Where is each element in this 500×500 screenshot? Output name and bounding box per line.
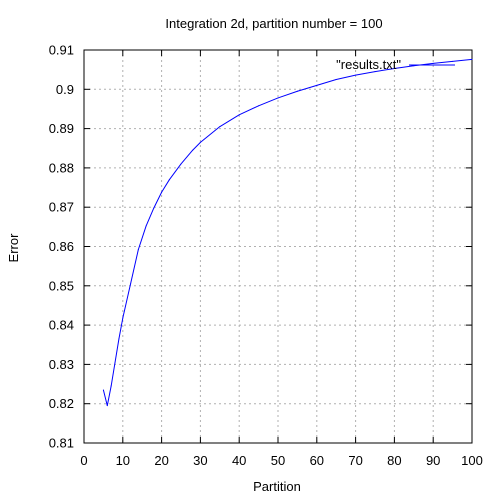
y-tick-label: 0.83 — [49, 357, 74, 372]
data-point — [146, 226, 147, 227]
grid — [84, 50, 472, 443]
data-point — [118, 338, 119, 339]
y-tick-label: 0.87 — [49, 200, 74, 215]
data-point — [258, 105, 259, 106]
data-point — [111, 386, 112, 387]
data-point — [200, 142, 201, 143]
y-axis-title: Error — [6, 233, 21, 263]
x-tick-label: 30 — [193, 453, 207, 468]
data-point — [192, 150, 193, 151]
data-point — [181, 163, 182, 164]
data-point — [103, 389, 104, 390]
x-tick-label: 60 — [310, 453, 324, 468]
x-tick-label: 70 — [348, 453, 362, 468]
y-tick-label: 0.85 — [49, 278, 74, 293]
x-tick-label: 20 — [154, 453, 168, 468]
y-tick-label: 0.82 — [49, 396, 74, 411]
y-tick-label: 0.81 — [49, 436, 74, 451]
data-point — [122, 318, 123, 319]
data-point — [355, 75, 356, 76]
data-point — [130, 283, 131, 284]
data-point — [115, 362, 116, 363]
data-point — [278, 97, 279, 98]
series-layer — [103, 59, 473, 406]
y-tick-label: 0.89 — [49, 121, 74, 136]
data-point — [219, 126, 220, 127]
data-point — [316, 85, 317, 86]
x-tick-label: 40 — [232, 453, 246, 468]
data-point — [153, 207, 154, 208]
data-point — [297, 91, 298, 92]
x-tick-label: 90 — [426, 453, 440, 468]
data-point — [239, 114, 240, 115]
y-tick-label: 0.91 — [49, 43, 74, 58]
y-tick-label: 0.9 — [56, 82, 74, 97]
legend-label: "results.txt" — [336, 57, 401, 72]
y-tick-label: 0.84 — [49, 318, 74, 333]
data-point — [138, 249, 139, 250]
y-tick-label: 0.88 — [49, 160, 74, 175]
x-tick-label: 50 — [271, 453, 285, 468]
data-point — [433, 63, 434, 64]
data-point — [169, 179, 170, 180]
data-point — [161, 192, 162, 193]
series-line — [103, 59, 472, 405]
x-tick-label: 10 — [116, 453, 130, 468]
y-tick-label: 0.86 — [49, 239, 74, 254]
chart-title: Integration 2d, partition number = 100 — [165, 16, 382, 31]
data-point — [452, 61, 453, 62]
legend: "results.txt" — [336, 57, 455, 72]
x-tick-label: 100 — [461, 453, 483, 468]
data-point — [336, 79, 337, 80]
x-tick-label: 0 — [80, 453, 87, 468]
x-tick-label: 80 — [387, 453, 401, 468]
data-point — [472, 59, 473, 60]
data-point — [107, 405, 108, 406]
x-axis-title: Partition — [253, 479, 301, 494]
